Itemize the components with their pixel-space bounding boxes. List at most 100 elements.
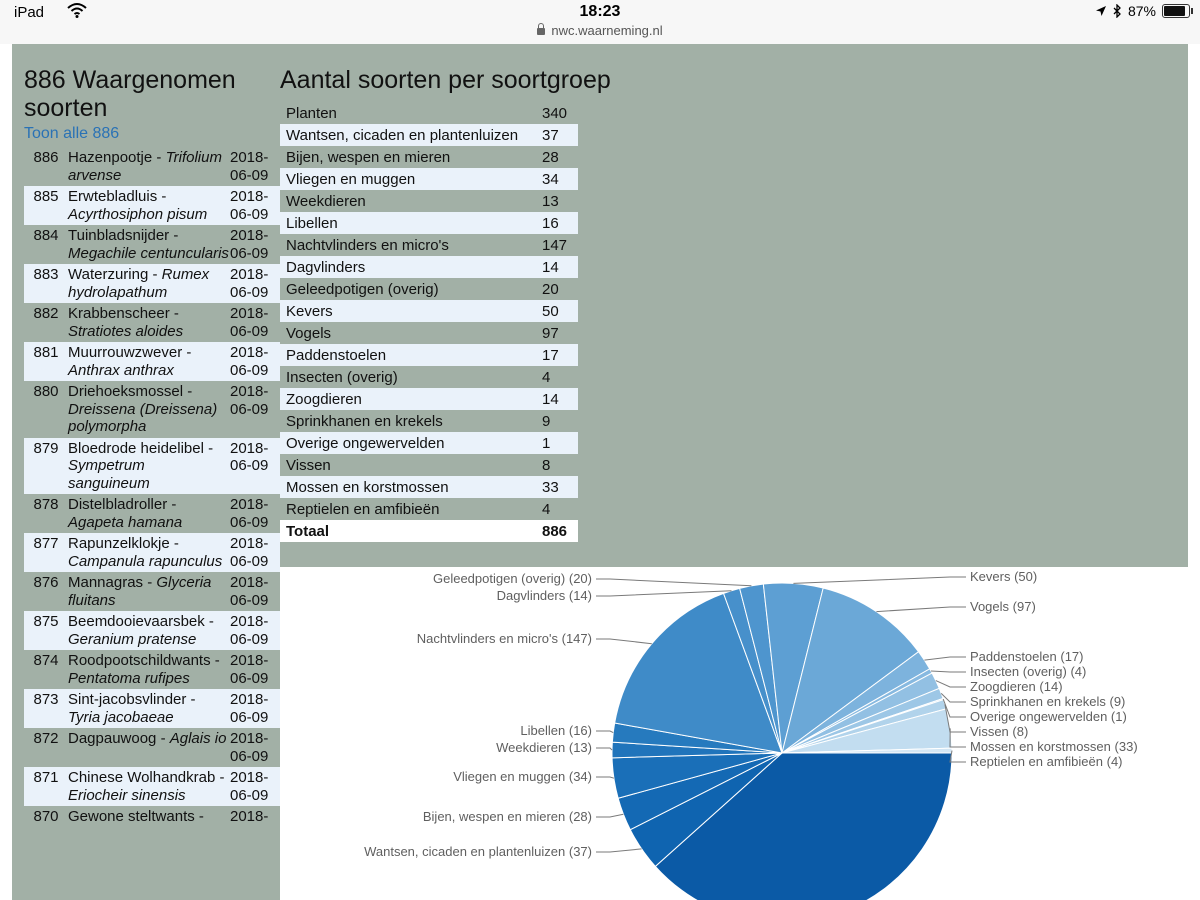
address-bar[interactable]: nwc.waarneming.nl: [0, 23, 1200, 38]
species-latin-name: Eriocheir sinensis: [68, 786, 186, 804]
group-row: Planten 340: [280, 102, 578, 124]
group-row: Dagvlinders 14: [280, 256, 578, 278]
species-row[interactable]: 879 Bloedrode heidelibel - Sympetrum sang…: [24, 437, 280, 494]
species-row[interactable]: 881 Muurrouwzwever - Anthrax anthrax 2018-…: [24, 342, 280, 381]
species-row[interactable]: 884 Tuinbladsnijder - Megachile centuncul…: [24, 225, 280, 264]
species-row[interactable]: 873 Sint-jacobsvlinder - Tyria jacobaeae 2…: [24, 689, 280, 728]
species-latin-name: Rumex hydrolapathum: [68, 266, 210, 301]
pie-slice-label: Weekdieren (13): [496, 740, 592, 755]
species-row[interactable]: 872 Dagpauwoog - Aglais io 2018-06-09: [24, 728, 280, 767]
species-name[interactable]: Rapunzelklokje - Campanula rapunculus: [68, 535, 230, 570]
species-name[interactable]: Distelbladroller - Agapeta hamana: [68, 496, 230, 531]
group-count: 9: [542, 412, 551, 430]
species-latin-name: Dreissena (Dreissena) polymorpha: [68, 400, 218, 436]
species-common-name: Beemdooievaarsbek -: [68, 613, 214, 630]
species-row[interactable]: 885 Erwtebladluis - Acyrthosiphon pisum 20…: [24, 186, 280, 225]
species-row[interactable]: 870 Gewone steltwants - 2018-: [24, 806, 280, 828]
species-number: 872: [33, 730, 59, 747]
pie-leader-line: [596, 590, 732, 597]
species-row[interactable]: 874 Roodpootschildwants - Pentatoma rufip…: [24, 650, 280, 689]
species-latin-name: Campanula rapunculus: [68, 552, 223, 570]
species-name[interactable]: Bloedrode heidelibel - Sympetrum sanguin…: [68, 440, 230, 493]
species-row[interactable]: 876 Mannagras - Glyceria fluitans 2018-06-…: [24, 572, 280, 611]
species-latin-name: Geranium pratense: [68, 630, 197, 648]
group-count: 17: [542, 346, 559, 364]
total-label: Totaal: [280, 520, 536, 542]
species-name[interactable]: Driehoeksmossel - Dreissena (Dreissena) …: [68, 383, 230, 436]
group-count: 34: [542, 170, 559, 188]
species-panel: 886 Waargenomen soorten Toon alle 886 88…: [24, 66, 280, 828]
species-number: 886: [33, 149, 59, 166]
species-row[interactable]: 886 Hazenpootje - Trifolium arvense 2018-0…: [24, 147, 280, 186]
pie-label-value: 34: [573, 769, 587, 784]
group-name: Vliegen en muggen: [286, 170, 416, 188]
pie-slice-label: Zoogdieren (14): [970, 679, 1063, 694]
battery-icon: [1162, 4, 1193, 18]
group-count: 28: [542, 148, 559, 166]
species-row[interactable]: 883 Waterzuring - Rumex hydrolapathum 2018…: [24, 264, 280, 303]
species-name[interactable]: Roodpootschildwants - Pentatoma rufipes: [68, 652, 230, 687]
species-latin-name: Glyceria fluitans: [68, 574, 212, 609]
pie-slice-label: Reptielen en amfibieën (4): [970, 754, 1123, 769]
pie-leader-line: [596, 638, 652, 645]
groups-table: Planten 340 Wantsen, cicaden en plantenlui…: [280, 102, 578, 542]
species-row[interactable]: 871 Chinese Wolhandkrab - Eriocheir sinen…: [24, 767, 280, 806]
pie-slice-label: Insecten (overig) (4): [970, 664, 1086, 679]
pie-label-name: Nachtvlinders en micro's: [417, 631, 559, 646]
pie-slice[interactable]: [654, 752, 953, 900]
species-number: 880: [33, 383, 59, 400]
species-name[interactable]: Hazenpootje - Trifolium arvense: [68, 149, 230, 184]
species-row[interactable]: 878 Distelbladroller - Agapeta hamana 2018…: [24, 494, 280, 533]
species-name[interactable]: Beemdooievaarsbek - Geranium pratense: [68, 613, 230, 648]
species-name[interactable]: Tuinbladsnijder - Megachile centunculari…: [68, 227, 230, 262]
show-all-link[interactable]: Toon alle 886: [24, 125, 120, 142]
species-common-name: Waterzuring -: [68, 266, 158, 283]
pie-label-value: 17: [1065, 649, 1079, 664]
pie-slice-label: Vogels (97): [970, 599, 1036, 614]
pie-label-name: Wantsen, cicaden en plantenluizen: [364, 844, 565, 859]
groups-panel: Aantal soorten per soortgroep Planten 340…: [280, 66, 880, 542]
pie-label-value: 33: [1119, 739, 1133, 754]
pie-label-value: 4: [1111, 754, 1118, 769]
species-number: 881: [33, 344, 59, 361]
pie-label-value: 9: [1114, 694, 1121, 709]
group-name: Vissen: [286, 456, 331, 474]
species-name[interactable]: Dagpauwoog - Aglais io: [68, 730, 230, 765]
pie-label-name: Mossen en korstmossen: [970, 739, 1111, 754]
pie-label-name: Bijen, wespen en mieren: [423, 809, 565, 824]
pie-slice[interactable]: [781, 587, 920, 755]
group-count: 50: [542, 302, 559, 320]
species-latin-name: Megachile centuncularis: [68, 244, 229, 262]
species-name[interactable]: Chinese Wolhandkrab - Eriocheir sinensis: [68, 769, 230, 804]
species-name[interactable]: Erwtebladluis - Acyrthosiphon pisum: [68, 188, 230, 223]
species-date: 2018-06-09: [230, 227, 269, 262]
species-row[interactable]: 877 Rapunzelklokje - Campanula rapunculus…: [24, 533, 280, 572]
pie-slice-label: Geleedpotigen (overig) (20): [433, 571, 592, 586]
pie-slice-label: Kevers (50): [970, 569, 1037, 584]
group-name: Kevers: [286, 302, 333, 320]
species-row[interactable]: 880 Driehoeksmossel - Dreissena (Dreissen…: [24, 381, 280, 438]
species-name[interactable]: Mannagras - Glyceria fluitans: [68, 574, 230, 609]
group-count: 4: [542, 368, 551, 386]
species-name[interactable]: Krabbenscheer - Stratiotes aloides: [68, 305, 230, 340]
group-row: Insecten (overig) 4: [280, 366, 578, 388]
clock: 18:23: [579, 3, 621, 20]
species-name[interactable]: Sint-jacobsvlinder - Tyria jacobaeae: [68, 691, 230, 726]
species-common-name: Bloedrode heidelibel -: [68, 439, 214, 457]
pie-leader-line: [596, 848, 642, 853]
group-count: 33: [542, 478, 559, 496]
species-name[interactable]: Muurrouwzwever - Anthrax anthrax: [68, 344, 230, 379]
species-number: 882: [33, 305, 59, 322]
species-row[interactable]: 882 Krabbenscheer - Stratiotes aloides 201…: [24, 303, 280, 342]
species-name[interactable]: Waterzuring - Rumex hydrolapathum: [68, 266, 230, 301]
bluetooth-icon: [1113, 4, 1121, 18]
pie-label-value: 20: [573, 571, 587, 586]
species-latin-name: Trifolium arvense: [68, 149, 222, 184]
species-date: 2018-06-09: [230, 188, 269, 223]
species-common-name: Chinese Wolhandkrab -: [68, 769, 225, 786]
species-name[interactable]: Gewone steltwants -: [68, 808, 230, 826]
species-date: 2018-06-09: [230, 535, 269, 570]
pie-slice[interactable]: [614, 592, 783, 754]
species-row[interactable]: 875 Beemdooievaarsbek - Geranium pratense…: [24, 611, 280, 650]
species-date: 2018-06-09: [230, 344, 269, 379]
